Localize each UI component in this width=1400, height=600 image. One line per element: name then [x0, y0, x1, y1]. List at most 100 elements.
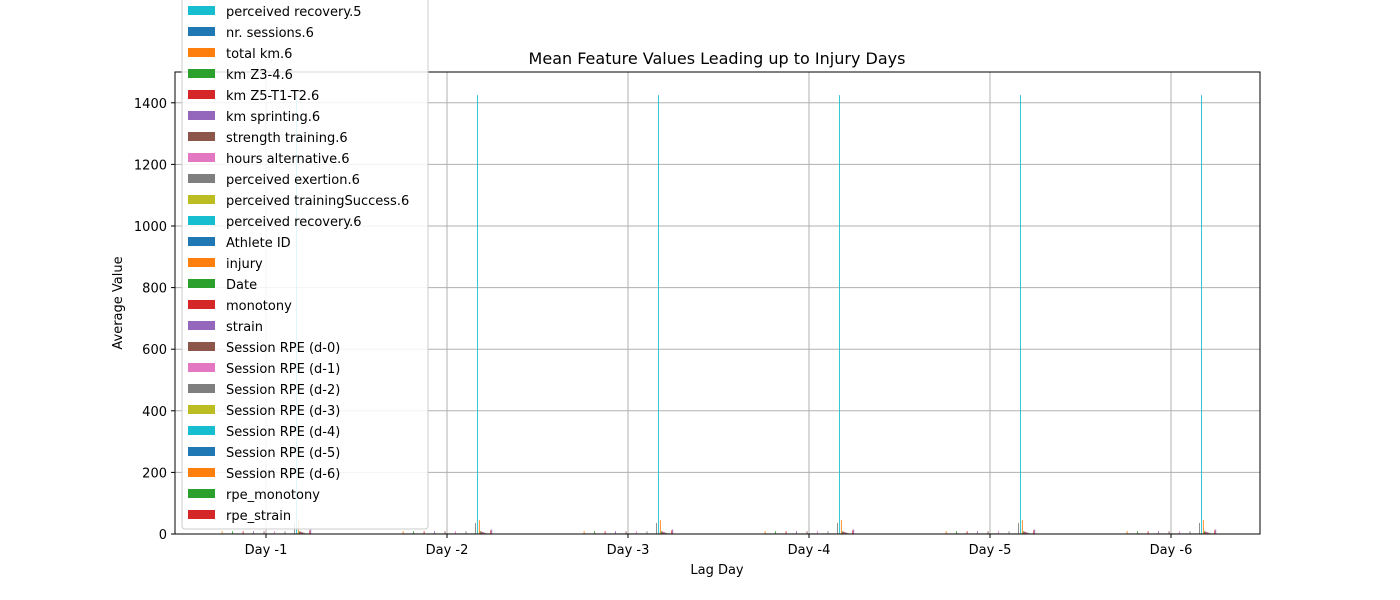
- bar: [1208, 532, 1210, 534]
- legend-swatch: [188, 258, 215, 267]
- x-tick-label: Day -5: [969, 543, 1012, 558]
- bar: [402, 531, 404, 534]
- bar: [1204, 531, 1206, 534]
- bar: [1158, 531, 1159, 534]
- bar: [625, 531, 627, 534]
- bar: [1206, 532, 1208, 534]
- legend-swatch: [188, 447, 215, 456]
- legend-swatch: [188, 468, 215, 477]
- bar: [615, 531, 616, 534]
- bar: [842, 531, 844, 534]
- y-tick-label: 200: [142, 466, 167, 481]
- bar: [483, 532, 485, 534]
- y-axis-label: Average Value: [111, 256, 126, 349]
- bar: [764, 531, 766, 534]
- legend-label: Session RPE (d-1): [226, 362, 340, 377]
- legend-label: perceived recovery.5: [226, 5, 362, 20]
- bar: [475, 522, 476, 534]
- legend-swatch: [188, 300, 215, 309]
- bar: [444, 531, 446, 534]
- bar: [1025, 532, 1027, 534]
- legend-swatch: [188, 342, 215, 351]
- y-tick-label: 0: [159, 528, 167, 543]
- bar: [1020, 95, 1021, 534]
- bar: [956, 531, 958, 534]
- bar: [827, 531, 829, 534]
- bar: [465, 531, 467, 534]
- legend-swatch: [188, 237, 215, 246]
- bar: [298, 531, 300, 534]
- bar: [844, 532, 846, 534]
- bar: [660, 531, 662, 534]
- bar: [478, 520, 480, 534]
- legend-box: [181, 0, 429, 530]
- legend-swatch: [188, 321, 215, 330]
- bar: [998, 531, 999, 534]
- x-tick-label: Day -6: [1150, 543, 1193, 558]
- legend-swatch: [188, 153, 215, 162]
- legend-label: Session RPE (d-3): [226, 404, 340, 419]
- bar: [1018, 522, 1019, 534]
- bar: [484, 532, 486, 534]
- bar: [300, 531, 302, 534]
- bar: [775, 531, 777, 534]
- legend-label: Session RPE (d-6): [226, 467, 340, 482]
- bar: [490, 530, 492, 534]
- bar: [481, 531, 483, 534]
- bar: [806, 531, 808, 534]
- bar: [845, 532, 847, 534]
- plot-frame: [174, 71, 1261, 535]
- bar: [480, 531, 482, 534]
- legend-swatch: [188, 489, 215, 498]
- bar: [1137, 531, 1139, 534]
- bar: [434, 531, 435, 534]
- legend: perceived recovery.5 nr. sessions.6 total …: [181, 0, 429, 530]
- x-axis-label: Lag Day: [690, 563, 744, 578]
- legend-swatch: [188, 384, 215, 393]
- y-axis-ticks: 0 200 400 600 800 1000 1200 1400: [134, 97, 175, 543]
- legend-swatch: [188, 69, 215, 78]
- legend-swatch: [188, 279, 215, 288]
- bar: [253, 531, 254, 534]
- bar: [852, 530, 854, 534]
- legend-swatch: [188, 510, 215, 519]
- bar: [221, 531, 223, 534]
- bar: [1022, 531, 1024, 534]
- bar: [491, 529, 493, 534]
- bar: [482, 532, 484, 534]
- bar: [672, 529, 674, 534]
- bar: [656, 522, 657, 534]
- bar: [423, 531, 425, 534]
- bar: [583, 531, 585, 534]
- legend-label: perceived recovery.6: [226, 215, 362, 230]
- bar: [659, 520, 661, 534]
- bar: [840, 520, 842, 534]
- y-tick-label: 1000: [134, 220, 167, 235]
- bar: [671, 530, 673, 534]
- bar: [1205, 531, 1207, 534]
- bar: [945, 531, 947, 534]
- bar: [263, 531, 265, 534]
- bar: [1199, 522, 1200, 534]
- y-tick-label: 600: [142, 343, 167, 358]
- legend-swatch: [188, 363, 215, 372]
- bar: [594, 531, 596, 534]
- bar: [310, 529, 312, 534]
- bar: [1126, 531, 1128, 534]
- legend-swatch: [188, 48, 215, 57]
- bar: [843, 531, 845, 534]
- x-axis-ticks: Day -1 Day -2 Day -3 Day -4 Day -5 Day -6: [245, 534, 1193, 558]
- legend-label: injury: [226, 257, 263, 272]
- bar: [1203, 531, 1205, 534]
- y-tick-label: 800: [142, 282, 167, 297]
- bar: [303, 532, 305, 534]
- bar: [1179, 531, 1180, 534]
- legend-label: nr. sessions.6: [226, 26, 314, 41]
- legend-label: km Z3-4.6: [226, 68, 293, 83]
- bar: [1033, 530, 1035, 534]
- bar: [413, 531, 415, 534]
- legend-label: rpe_monotony: [226, 488, 320, 503]
- bar: [664, 532, 666, 534]
- bar: [232, 531, 234, 534]
